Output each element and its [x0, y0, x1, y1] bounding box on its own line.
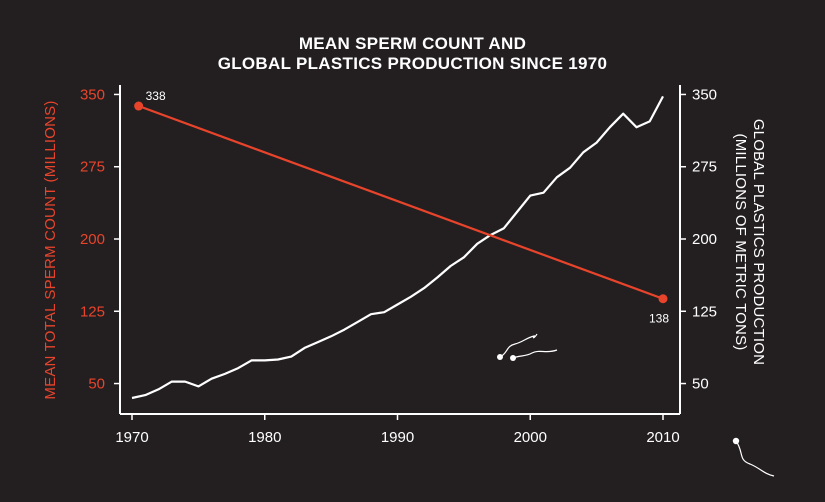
y-right-axis-title-line-1: GLOBAL PLASTICS PRODUCTION [750, 119, 767, 365]
sperm-head-icon [497, 354, 503, 360]
plastics-production-line [131, 95, 664, 400]
y-left-tick-label: 50 [88, 376, 105, 393]
y-left-axis-title: MEAN TOTAL SPERM COUNT (MILLIONS) [42, 100, 59, 399]
sperm-head-icon [510, 355, 516, 361]
y-right-axis-title-line-2: (MILLIONS OF METRIC TONS) [732, 134, 749, 351]
sperm-count-start-label: 338 [146, 89, 166, 103]
sperm-count-end-label: 138 [649, 312, 669, 326]
sperm-count-start-point [134, 101, 144, 111]
x-tick-label: 1970 [115, 429, 148, 446]
y-right-tick-label: 200 [692, 231, 717, 248]
y-right-tick-label: 125 [692, 303, 717, 320]
sperm-count-line [138, 104, 664, 300]
y-left-tick-label: 125 [80, 303, 105, 320]
x-tick-label: 2010 [646, 429, 679, 446]
sperm-illustration-icon [499, 333, 775, 477]
y-right-tick-label: 50 [692, 376, 709, 393]
y-left-tick-label: 200 [80, 231, 105, 248]
sperm-count-end-point [658, 294, 668, 304]
y-right-tick-label: 275 [692, 159, 717, 176]
chart-title-line-1: MEAN SPERM COUNT AND [298, 34, 527, 53]
x-tick-label: 1980 [248, 429, 281, 446]
y-left-tick-label: 275 [80, 159, 105, 176]
y-left-tick-label: 350 [80, 86, 105, 103]
sperm-head-icon [732, 437, 740, 445]
x-tick-label: 2000 [514, 429, 547, 446]
chart-title-line-2: GLOBAL PLASTICS PRODUCTION SINCE 1970 [217, 54, 608, 73]
y-right-tick-label: 350 [692, 86, 717, 103]
x-tick-label: 1990 [381, 429, 414, 446]
